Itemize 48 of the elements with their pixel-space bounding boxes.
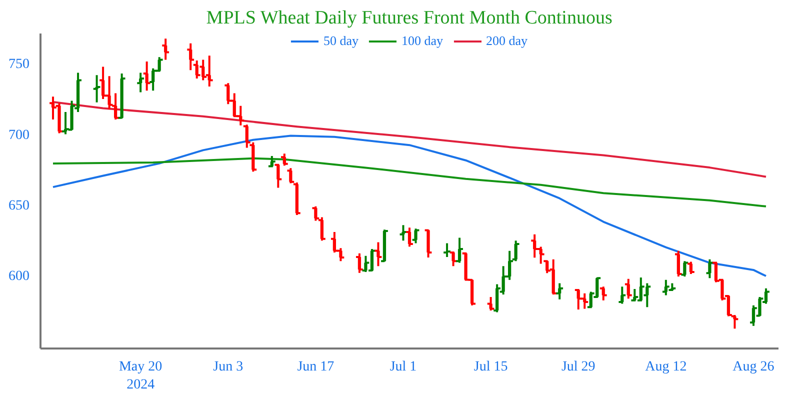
candlestick bbox=[705, 258, 714, 280]
candlestick bbox=[267, 154, 276, 168]
candlestick bbox=[624, 278, 633, 300]
candlestick bbox=[355, 252, 364, 274]
candlestick bbox=[405, 226, 414, 248]
candlestick bbox=[486, 296, 496, 312]
candlestick bbox=[618, 286, 627, 305]
candlestick bbox=[442, 242, 452, 258]
candlestick bbox=[161, 38, 170, 61]
candlestick bbox=[455, 236, 464, 264]
y-tick-label: 750 bbox=[8, 57, 30, 72]
x-tick-label: May 20 2024 bbox=[118, 360, 162, 392]
x-tick-label: Jun 3 bbox=[213, 360, 244, 374]
candlestick bbox=[136, 72, 146, 94]
line-series bbox=[52, 134, 767, 278]
y-tick-label: 600 bbox=[8, 269, 30, 284]
chart-title: MPLS Wheat Daily Futures Front Month Continuous bbox=[206, 8, 612, 28]
candlestick bbox=[686, 260, 696, 276]
candlestick bbox=[142, 60, 152, 92]
line-series bbox=[52, 157, 767, 208]
candlestick bbox=[680, 260, 690, 278]
candlestick bbox=[280, 152, 289, 167]
legend-label: 50 day bbox=[323, 33, 358, 49]
candlestick bbox=[424, 228, 433, 259]
candlestick bbox=[555, 282, 564, 300]
candlestick bbox=[411, 228, 420, 244]
candlestick bbox=[448, 250, 458, 268]
x-tick-label: Jul 1 bbox=[390, 360, 417, 374]
y-tick-label: 650 bbox=[8, 198, 30, 214]
x-tick-label: Jun 17 bbox=[297, 360, 334, 374]
candlestick bbox=[598, 286, 608, 302]
y-tick-label: 700 bbox=[8, 128, 30, 143]
candlestick bbox=[398, 224, 408, 242]
x-tick-label: Aug 26 bbox=[732, 360, 774, 374]
candlestick bbox=[380, 228, 389, 263]
candlestick bbox=[274, 162, 283, 189]
x-tick-label: Jul 15 bbox=[474, 360, 508, 374]
candlestick bbox=[192, 59, 202, 80]
x-tick-label: Jul 29 bbox=[561, 360, 596, 374]
legend-label: 200 day bbox=[486, 33, 528, 49]
candlestick bbox=[374, 241, 383, 268]
legend-label: 100 day bbox=[401, 33, 444, 49]
x-tick-label: Aug 12 bbox=[645, 360, 687, 374]
line-series bbox=[52, 101, 767, 178]
candlestick bbox=[92, 74, 102, 104]
candlestick bbox=[117, 72, 126, 120]
candlestick bbox=[674, 250, 683, 278]
candlestick bbox=[186, 42, 196, 72]
